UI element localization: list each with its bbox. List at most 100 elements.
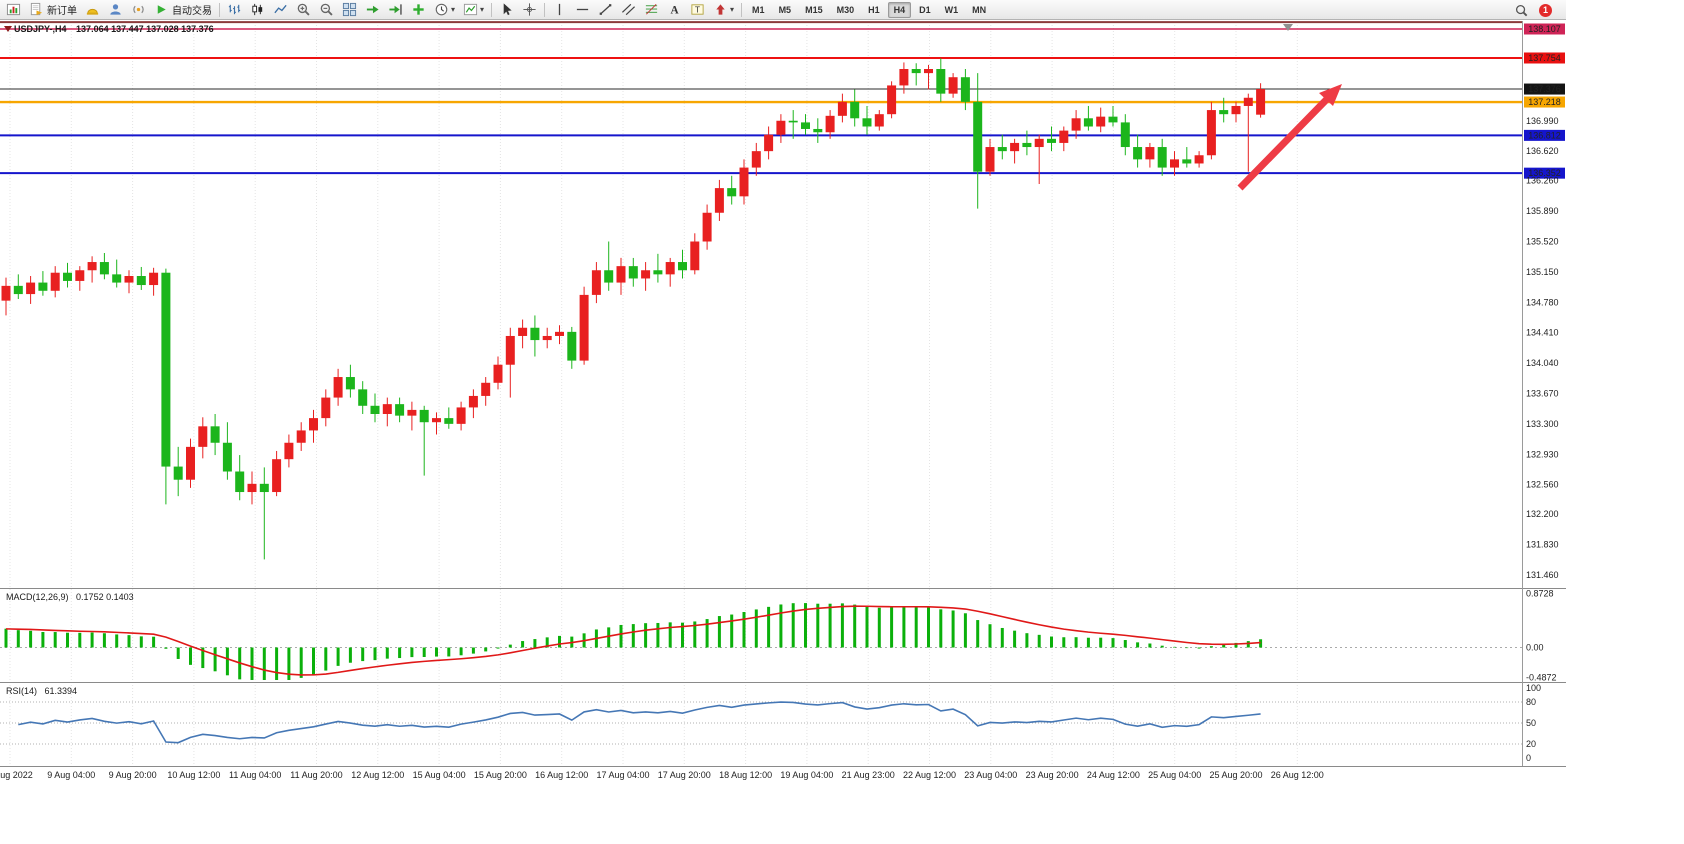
- time-axis[interactable]: 8 Aug 2022 9 Aug 04:00 9 Aug 20:00 10 Aug 1…: [0, 770, 1324, 780]
- new-chart-icon: [6, 2, 21, 17]
- timeframe-w1-button[interactable]: W1: [944, 4, 959, 15]
- zoom-out-icon: [319, 2, 334, 17]
- time-axis-label: 17 Aug 04:00: [596, 770, 649, 780]
- timeframe-h4-button[interactable]: H4: [887, 1, 912, 18]
- time-axis-label: 25 Aug 04:00: [1148, 770, 1201, 780]
- chart-line-icon: [273, 2, 288, 17]
- text-label-button[interactable]: T: [686, 1, 709, 19]
- price-axis-tick: 135.890: [1526, 206, 1559, 216]
- price-axis-tick: 136.260: [1526, 176, 1559, 186]
- macd-signal-line: [5, 605, 1261, 676]
- time-axis-label: 9 Aug 04:00: [47, 770, 95, 780]
- time-axis-label: 18 Aug 12:00: [719, 770, 772, 780]
- time-axis-label: 16 Aug 12:00: [535, 770, 588, 780]
- svg-text:137.754: 137.754: [1528, 53, 1561, 63]
- grid: [9, 22, 1298, 766]
- rsi-scale-label: 100: [1526, 683, 1541, 693]
- price-tag-137.376: [1524, 83, 1565, 95]
- cursor-button[interactable]: [495, 1, 518, 19]
- zoom-out-button[interactable]: [315, 1, 338, 19]
- fibonacci-icon: [644, 2, 659, 17]
- crosshair-button[interactable]: [518, 1, 541, 19]
- expert-advisors-button[interactable]: [81, 1, 104, 19]
- accounts-icon: [108, 2, 123, 17]
- timeframe-d1-button[interactable]: D1: [919, 4, 931, 15]
- mql5-community-button[interactable]: [127, 1, 150, 19]
- timeframe-m15-button[interactable]: M15: [805, 4, 823, 15]
- open-account-button[interactable]: [104, 1, 127, 19]
- macd-scale-label: -0.4872: [1526, 673, 1557, 683]
- new-chart-button[interactable]: [2, 1, 25, 19]
- macd-scale-label: 0.8728: [1526, 588, 1554, 598]
- channel-icon: [621, 2, 636, 17]
- time-axis-label: 9 Aug 20:00: [109, 770, 157, 780]
- horizontal-line-button[interactable]: [571, 1, 594, 19]
- arrows-button[interactable]: ▾: [709, 1, 738, 19]
- fibonacci-button[interactable]: [640, 1, 663, 19]
- timeframe-m1-button[interactable]: M1: [752, 4, 765, 15]
- timeframe-mn-button[interactable]: MN: [972, 4, 987, 15]
- channel-button[interactable]: [617, 1, 640, 19]
- price-axis-tick: 136.990: [1526, 116, 1559, 126]
- bar-chart-button[interactable]: [223, 1, 246, 19]
- rsi-scale-label: 80: [1526, 697, 1536, 707]
- indicators-button[interactable]: [407, 1, 430, 19]
- text-button[interactable]: A: [663, 1, 686, 19]
- toolbar-separator: [741, 2, 743, 17]
- timeframe-h1-button[interactable]: H1: [868, 4, 880, 15]
- time-axis-label: 12 Aug 12:00: [351, 770, 404, 780]
- price-tag-137.218: [1524, 96, 1565, 108]
- notifications-badge[interactable]: 1: [1539, 3, 1552, 17]
- vertical-line-button[interactable]: [548, 1, 571, 19]
- search-icon[interactable]: [1510, 1, 1533, 19]
- new-order-button[interactable]: 新订单: [25, 1, 81, 19]
- trend-arrow-annotation[interactable]: [1237, 84, 1342, 191]
- tile-windows-button[interactable]: [338, 1, 361, 19]
- timeframe-m5-button[interactable]: M5: [778, 4, 792, 15]
- time-axis-label: 23 Aug 20:00: [1026, 770, 1079, 780]
- chart-shift-button[interactable]: [384, 1, 407, 19]
- candlestick-chart-button[interactable]: [246, 1, 269, 19]
- one-click-trading-arrow-icon[interactable]: [4, 26, 12, 32]
- time-axis-label: 8 Aug 2022: [0, 770, 33, 780]
- time-axis-label: 19 Aug 04:00: [780, 770, 833, 780]
- chart-shift-marker-icon: [1283, 24, 1293, 31]
- toolbar-right-cluster: 1: [1510, 0, 1552, 20]
- symbol-period-label: USDJPY-,H4: [14, 24, 67, 34]
- svg-text:137.376: 137.376: [1528, 84, 1561, 94]
- price-axis[interactable]: 138.107 137.754 137.376 137.218 136.812 136.3…: [1524, 23, 1565, 764]
- mql-community-icon: [131, 2, 146, 17]
- price-axis-tick: 131.460: [1526, 570, 1559, 580]
- trendline-icon: [598, 2, 613, 17]
- label-icon: T: [690, 2, 705, 17]
- chart-area[interactable]: 8 Aug 2022 9 Aug 04:00 9 Aug 20:00 10 Aug 1…: [0, 20, 1684, 844]
- time-axis-label: 26 Aug 12:00: [1271, 770, 1324, 780]
- expert-advisors-icon: [85, 2, 100, 17]
- autotrading-button[interactable]: 自动交易: [150, 1, 216, 19]
- price-axis-tick: 133.300: [1526, 419, 1559, 429]
- templates-icon: [463, 2, 478, 17]
- zoom-in-button[interactable]: [292, 1, 315, 19]
- auto-scroll-icon: [365, 2, 380, 17]
- auto-scroll-button[interactable]: [361, 1, 384, 19]
- macd-pane: [4, 603, 1263, 680]
- price-axis-tick: 134.040: [1526, 358, 1559, 368]
- rsi-indicator-label: RSI(14) 61.3394: [6, 686, 77, 696]
- svg-text:138.107: 138.107: [1528, 24, 1561, 34]
- periods-button[interactable]: ▾: [430, 1, 459, 19]
- rsi-scale-label: 50: [1526, 718, 1536, 728]
- price-tag-138.107: [1524, 23, 1565, 35]
- time-axis-label: 11 Aug 20:00: [290, 770, 342, 780]
- timeframe-m30-button[interactable]: M30: [836, 4, 855, 15]
- hline-icon: [575, 2, 590, 17]
- toolbar-separator: [544, 2, 546, 17]
- vline-icon: [552, 2, 567, 17]
- templates-button[interactable]: ▾: [459, 1, 488, 19]
- new-order-icon: [29, 2, 44, 17]
- toolbar: 新订单 自动交易 ▾ ▾ A T ▾ M1 M5 M15 M30 H1 H4 D1 W1 MN: [0, 0, 1566, 20]
- dropdown-caret-icon: ▾: [451, 5, 456, 14]
- chart-candles-icon: [250, 2, 265, 17]
- trendline-button[interactable]: [594, 1, 617, 19]
- rsi-name: RSI(14): [6, 686, 38, 696]
- line-chart-button[interactable]: [269, 1, 292, 19]
